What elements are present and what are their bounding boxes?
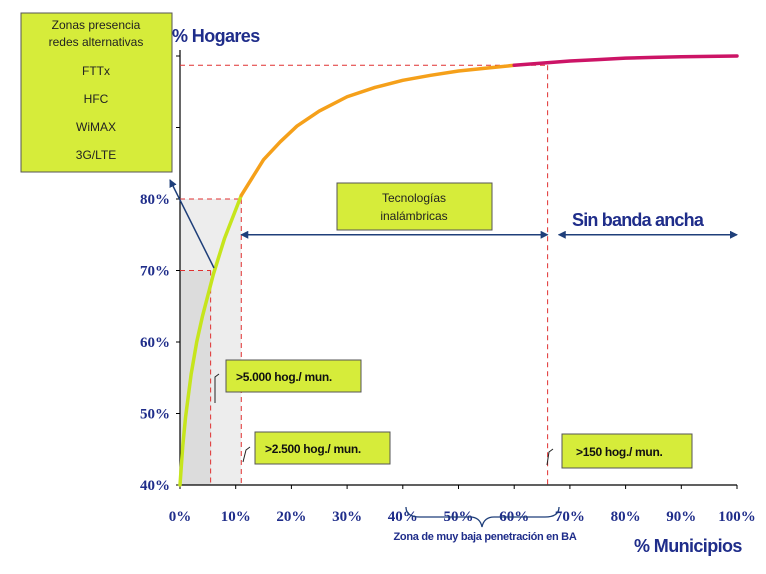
y-tick-label: 70% <box>140 264 170 280</box>
threshold-150-label: >150 hog./ mun. <box>576 445 663 459</box>
x-tick-label: 40% <box>388 509 418 525</box>
x-tick-label: 70% <box>555 509 585 525</box>
wireless-box-line-1: Tecnologías <box>382 191 446 205</box>
no-broadband-label: Sin banda ancha <box>572 210 705 230</box>
threshold-5000-box: >5.000 hog./ mun. <box>225 359 362 393</box>
y-tick-label: 50% <box>140 407 170 423</box>
wireless-box-line-2: inalámbricas <box>380 209 447 223</box>
threshold-150-box: >150 hog./ mun. <box>561 433 693 469</box>
networks-box-line-4: HFC <box>84 92 109 106</box>
y-tick-label: 80% <box>140 192 170 208</box>
networks-box-line-3: FTTx <box>82 64 110 78</box>
x-tick-label: 80% <box>611 509 641 525</box>
networks-box: Zonas presencia redes alternativas FTTx … <box>20 12 173 173</box>
y-tick-label: 60% <box>140 335 170 351</box>
reference-lines <box>180 64 549 485</box>
networks-box-line-1: Zonas presencia <box>52 18 141 32</box>
curve-segment-orange <box>239 63 516 198</box>
low-penetration-brace <box>405 506 560 528</box>
wireless-box: Tecnologías inalámbricas <box>336 182 493 231</box>
ticks: 0% 10% 20% 30% 40% 50% 60% 70% 80% 90% 100%40%50%6… <box>140 55 756 525</box>
networks-box-line-5: WiMAX <box>76 120 116 134</box>
networks-box-line-6: 3G/LTE <box>76 148 116 162</box>
low-penetration-label: Zona de muy baja penetración en BA <box>394 531 577 543</box>
curve-segment-magenta <box>512 54 739 68</box>
networks-pointer-arrow <box>169 179 215 269</box>
x-tick-label: 100% <box>718 509 756 525</box>
threshold-2500-label: >2.500 hog./ mun. <box>265 442 361 456</box>
x-tick-label: 10% <box>221 509 251 525</box>
networks-box-line-2: redes alternativas <box>49 35 144 49</box>
connector-2500 <box>242 446 251 463</box>
curve <box>178 54 739 487</box>
x-tick-label: 0% <box>169 509 192 525</box>
curve-segment-light-green <box>178 193 244 487</box>
x-tick-label: 30% <box>332 509 362 525</box>
y-tick-label: 40% <box>140 478 170 494</box>
axes <box>179 50 737 486</box>
threshold-5000-label: >5.000 hog./ mun. <box>236 370 332 384</box>
connector-150 <box>546 448 554 466</box>
x-axis-title: % Municipios <box>634 536 742 556</box>
y-axis-title: % Hogares <box>172 26 260 46</box>
x-tick-label: 90% <box>666 509 696 525</box>
connector-5000 <box>214 373 220 403</box>
x-tick-label: 20% <box>276 509 306 525</box>
threshold-2500-box: >2.500 hog./ mun. <box>254 431 391 465</box>
